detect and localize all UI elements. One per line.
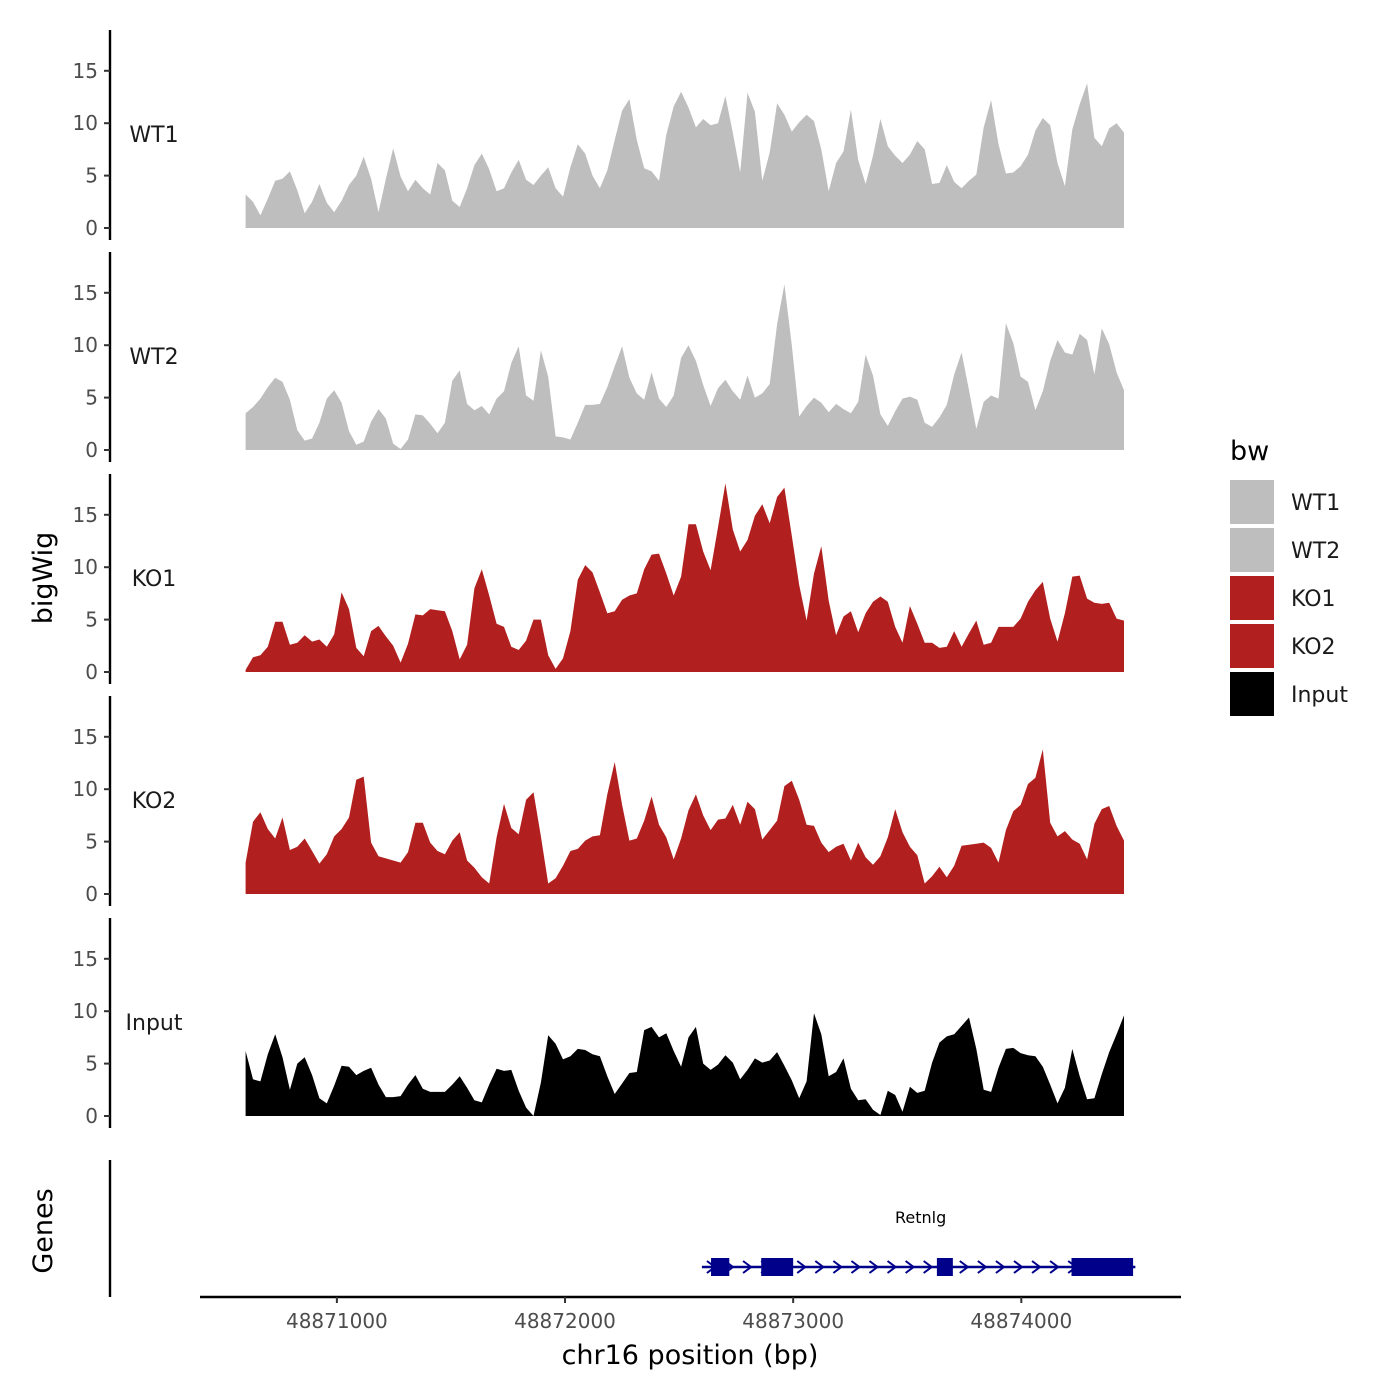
strand-arrow bbox=[995, 1260, 1006, 1274]
strand-arrow bbox=[1049, 1260, 1060, 1274]
legend-key-wt2 bbox=[1230, 528, 1274, 572]
track-ko2: 0 5 10 15 KO2 bbox=[73, 696, 1125, 906]
x-axis-title: chr16 position (bp) bbox=[562, 1340, 819, 1371]
legend-key-ko1 bbox=[1230, 576, 1274, 620]
area-wt2 bbox=[245, 284, 1125, 450]
legend-label-wt2: WT2 bbox=[1291, 539, 1340, 564]
area-ko2 bbox=[245, 749, 1125, 894]
y-tick-label-ko2-10: 10 bbox=[73, 777, 98, 801]
exon-4 bbox=[1071, 1258, 1134, 1276]
y-tick-label-ko1-15: 15 bbox=[73, 503, 98, 527]
y-tick-label-wt1-10: 10 bbox=[73, 111, 98, 135]
legend-key-ko2 bbox=[1230, 624, 1274, 668]
legend-label-wt1: WT1 bbox=[1291, 491, 1340, 516]
genes-axis-title: Genes bbox=[28, 1188, 59, 1273]
exon-3 bbox=[936, 1258, 953, 1276]
legend-label-ko2: KO2 bbox=[1291, 635, 1336, 660]
x-tick-label-48871000: 48871000 bbox=[286, 1309, 388, 1333]
track-wt1: 0 5 10 15 WT1 bbox=[73, 30, 1125, 240]
y-axis-title: bigWig bbox=[28, 532, 59, 625]
area-ko1 bbox=[245, 483, 1125, 672]
signal-tracks: 0 5 10 15 WT1 0 5 10 15 WT2 0 5 10 15 KO1 0 5 10 15 KO2 0 5 10… bbox=[73, 30, 1125, 1128]
track-label-wt1: WT1 bbox=[129, 123, 178, 148]
y-tick-label-ko1-0: 0 bbox=[85, 660, 98, 684]
y-tick-label-wt2-5: 5 bbox=[85, 386, 98, 410]
legend-label-ko1: KO1 bbox=[1291, 587, 1336, 612]
genes-panel: Retnlg bbox=[108, 1160, 1136, 1297]
strand-arrow bbox=[814, 1260, 825, 1274]
track-label-ko2: KO2 bbox=[132, 789, 177, 814]
legend-label-input: Input bbox=[1291, 683, 1348, 708]
y-tick-label-ko2-15: 15 bbox=[73, 725, 98, 749]
strand-arrow bbox=[850, 1260, 862, 1274]
strand-arrow bbox=[1013, 1260, 1024, 1274]
gene-label: Retnlg bbox=[895, 1208, 946, 1227]
strand-arrow bbox=[796, 1260, 807, 1274]
track-ko1: 0 5 10 15 KO1 bbox=[73, 474, 1125, 684]
legend: WT1 WT2 KO1 KO2 Input bbox=[1230, 480, 1348, 716]
strand-arrow bbox=[742, 1260, 753, 1274]
legend-key-wt1 bbox=[1230, 480, 1274, 524]
y-tick-label-input-0: 0 bbox=[85, 1104, 98, 1128]
y-tick-label-wt2-0: 0 bbox=[85, 438, 98, 462]
track-input: 0 5 10 15 Input bbox=[73, 918, 1125, 1128]
strand-arrow bbox=[923, 1260, 934, 1274]
exon-2 bbox=[761, 1258, 794, 1276]
x-axis: 48871000 48872000 48873000 48874000 bbox=[200, 1295, 1181, 1333]
legend-title: bw bbox=[1230, 436, 1269, 467]
area-input bbox=[245, 1013, 1125, 1116]
x-tick-label-48873000: 48873000 bbox=[742, 1309, 844, 1333]
track-label-input: Input bbox=[126, 1011, 183, 1036]
track-label-ko1: KO1 bbox=[132, 567, 177, 592]
y-tick-label-input-10: 10 bbox=[73, 999, 98, 1023]
y-tick-label-wt2-15: 15 bbox=[73, 281, 98, 305]
strand-arrow bbox=[959, 1260, 970, 1274]
y-tick-label-wt2-10: 10 bbox=[73, 333, 98, 357]
y-tick-label-input-5: 5 bbox=[85, 1052, 98, 1076]
y-tick-label-ko1-10: 10 bbox=[73, 555, 98, 579]
y-tick-label-wt1-0: 0 bbox=[85, 216, 98, 240]
strand-arrow bbox=[886, 1260, 898, 1274]
y-tick-label-ko2-5: 5 bbox=[85, 830, 98, 854]
x-tick-label-48874000: 48874000 bbox=[970, 1309, 1072, 1333]
y-tick-label-wt1-5: 5 bbox=[85, 164, 98, 188]
y-tick-label-input-15: 15 bbox=[73, 947, 98, 971]
track-label-wt2: WT2 bbox=[129, 345, 178, 370]
strand-arrow bbox=[1031, 1260, 1042, 1274]
legend-key-input bbox=[1230, 672, 1274, 716]
exon-1 bbox=[711, 1258, 730, 1276]
y-tick-label-ko1-5: 5 bbox=[85, 608, 98, 632]
strand-arrow bbox=[977, 1260, 988, 1274]
y-tick-label-wt1-15: 15 bbox=[73, 59, 98, 83]
x-tick-label-48872000: 48872000 bbox=[514, 1309, 616, 1333]
y-tick-label-ko2-0: 0 bbox=[85, 882, 98, 906]
strand-arrow bbox=[868, 1260, 880, 1274]
area-wt1 bbox=[245, 83, 1125, 229]
strand-arrow bbox=[832, 1260, 844, 1274]
track-wt2: 0 5 10 15 WT2 bbox=[73, 252, 1125, 462]
strand-arrow bbox=[905, 1260, 916, 1274]
